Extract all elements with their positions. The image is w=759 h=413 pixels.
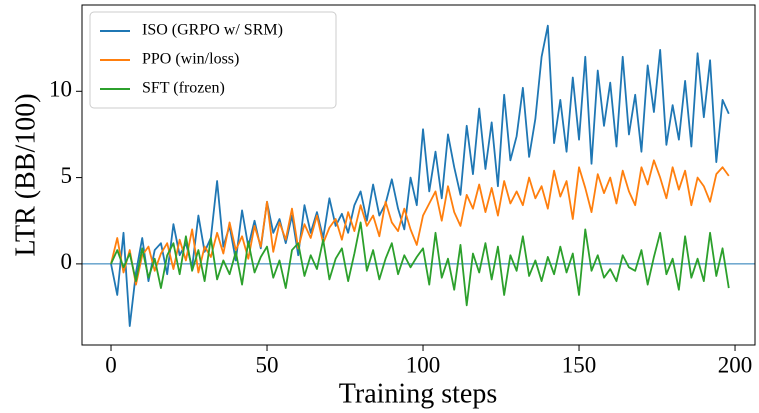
x-tick-label: 50 <box>256 352 279 377</box>
plot-frame <box>81 4 756 346</box>
x-tick-label: 150 <box>562 352 597 377</box>
x-tick-label: 200 <box>718 352 753 377</box>
x-tick-label: 100 <box>406 352 441 377</box>
legend-label: ISO (GRPO w/ SRM) <box>142 22 283 39</box>
y-tick-label: 10 <box>49 77 72 102</box>
x-axis-label: Training steps <box>339 378 497 409</box>
series-line <box>110 24 730 327</box>
series-line <box>110 221 730 307</box>
legend-label: PPO (win/loss) <box>142 51 239 68</box>
legend-label: SFT (frozen) <box>142 80 225 97</box>
series-line <box>110 159 730 286</box>
y-axis-label: LTR (BB/100) <box>10 93 41 256</box>
legend: ISO (GRPO w/ SRM) PPO (win/loss) SFT (froz… <box>89 11 337 109</box>
y-tick-label: 5 <box>61 163 73 188</box>
legend-box <box>89 11 337 109</box>
y-tick-label: 0 <box>61 249 73 274</box>
x-tick-label: 0 <box>105 352 117 377</box>
